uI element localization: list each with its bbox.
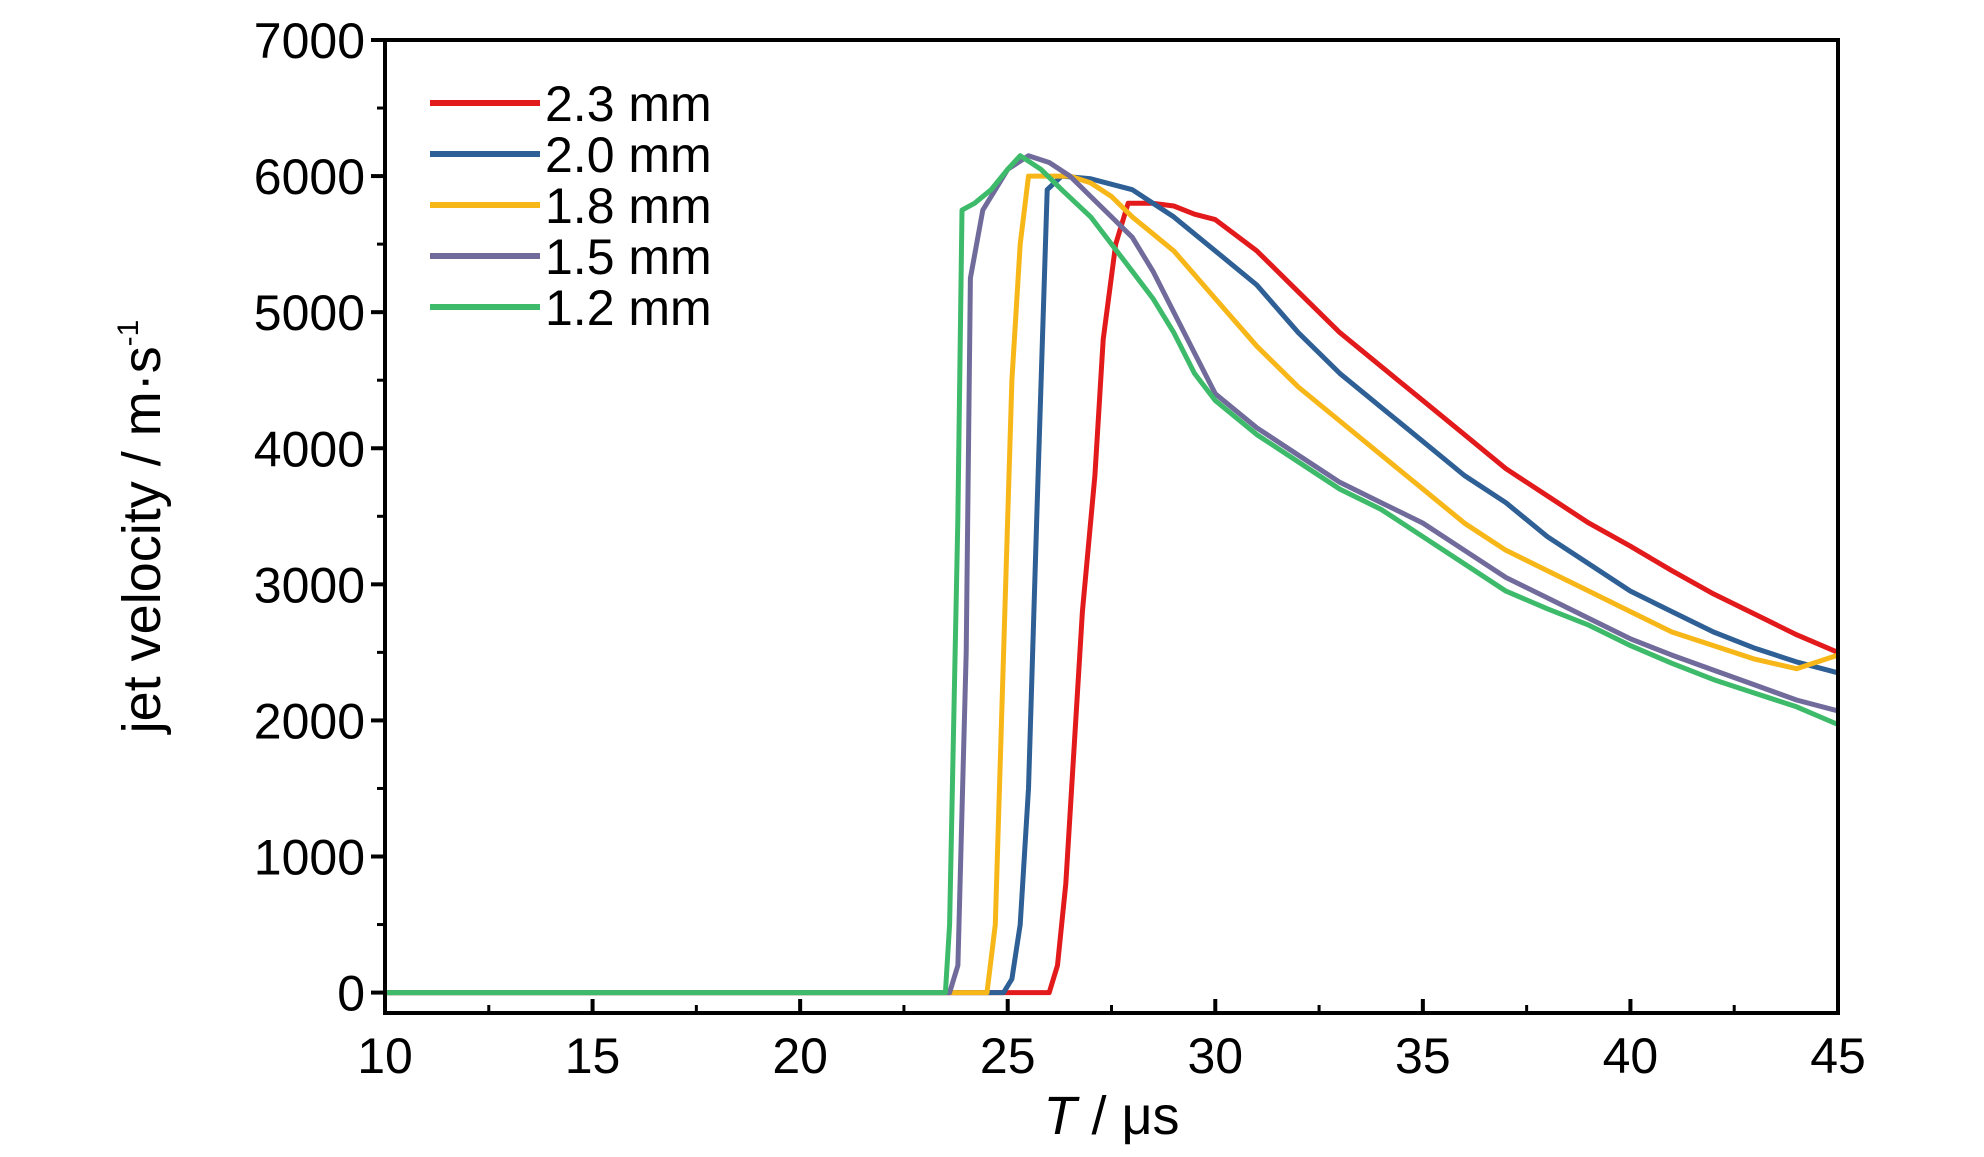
- y-tick-label: 1000: [254, 830, 365, 886]
- x-tick-label: 45: [1810, 1028, 1866, 1084]
- x-tick-label: 30: [1187, 1028, 1243, 1084]
- y-axis-title-main: jet velocity / m·s: [112, 346, 172, 735]
- legend: 2.3 mm2.0 mm1.8 mm1.5 mm1.2 mm: [430, 76, 712, 336]
- legend-label: 1.2 mm: [545, 280, 712, 336]
- y-tick-label: 5000: [254, 285, 365, 341]
- y-axis-title: jet velocity / m·s-1: [112, 320, 172, 736]
- x-tick-label: 40: [1603, 1028, 1659, 1084]
- x-tick-label: 10: [357, 1028, 413, 1084]
- series-line-1: [385, 173, 1839, 996]
- series-line-0: [385, 200, 1839, 996]
- legend-label: 2.0 mm: [545, 127, 712, 183]
- series-line-3: [385, 153, 1839, 996]
- y-tick-label: 3000: [254, 557, 365, 613]
- y-tick-label: 6000: [254, 149, 365, 205]
- y-tick-label: 7000: [254, 13, 365, 69]
- series-line-4: [385, 153, 1839, 996]
- x-tick-label: 35: [1395, 1028, 1451, 1084]
- x-tick-label: 25: [980, 1028, 1036, 1084]
- legend-label: 1.8 mm: [545, 178, 712, 234]
- series-line-2: [385, 173, 1839, 996]
- y-tick-label: 4000: [254, 421, 365, 477]
- y-axis-title-superscript: -1: [112, 320, 145, 347]
- x-tick-label: 15: [565, 1028, 621, 1084]
- x-tick-label: 20: [772, 1028, 828, 1084]
- y-tick-label: 2000: [254, 693, 365, 749]
- x-axis-title: T / μs: [1043, 1086, 1179, 1146]
- series-layer: [385, 153, 1839, 996]
- legend-label: 1.5 mm: [545, 229, 712, 285]
- axis-ticks: 10 15 20 25 30 35 40 45 0 1000 2000 3000 4000 5000 600…: [254, 13, 1866, 1084]
- y-tick-label: 0: [337, 966, 365, 1022]
- x-axis-title-italic: T: [1043, 1086, 1080, 1146]
- x-axis-title-rest: / μs: [1076, 1086, 1179, 1146]
- legend-label: 2.3 mm: [545, 76, 712, 132]
